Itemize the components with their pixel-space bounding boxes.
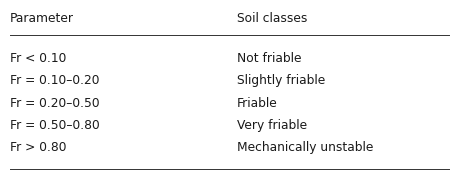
Text: Very friable: Very friable <box>237 119 307 132</box>
Text: Not friable: Not friable <box>237 52 301 65</box>
Text: Fr = 0.50–0.80: Fr = 0.50–0.80 <box>10 119 100 132</box>
Text: Slightly friable: Slightly friable <box>237 74 325 88</box>
Text: Fr < 0.10: Fr < 0.10 <box>10 52 66 65</box>
Text: Parameter: Parameter <box>10 12 74 25</box>
Text: Mechanically unstable: Mechanically unstable <box>237 141 373 154</box>
Text: Soil classes: Soil classes <box>237 12 307 25</box>
Text: Friable: Friable <box>237 97 277 110</box>
Text: Fr = 0.20–0.50: Fr = 0.20–0.50 <box>10 97 100 110</box>
Text: Fr > 0.80: Fr > 0.80 <box>10 141 66 154</box>
Text: Fr = 0.10–0.20: Fr = 0.10–0.20 <box>10 74 99 88</box>
